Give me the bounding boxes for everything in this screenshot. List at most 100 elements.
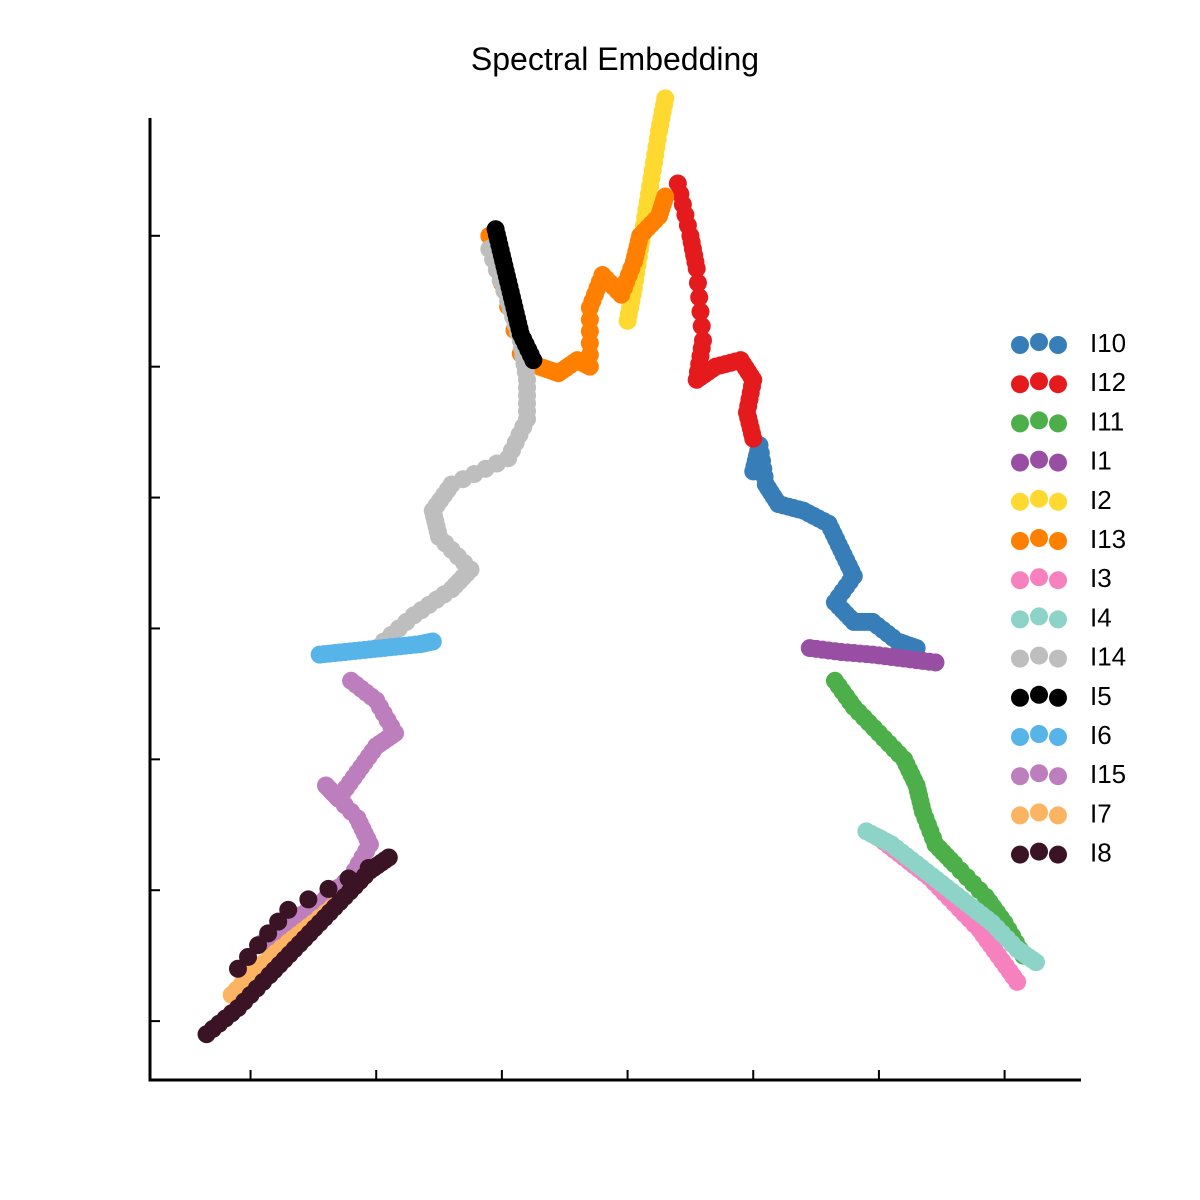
- legend-marker: [1030, 568, 1048, 587]
- legend-marker: [1011, 649, 1029, 668]
- legend-marker: [1030, 411, 1048, 430]
- legend-marker: [1049, 845, 1067, 864]
- series-I12: [668, 174, 763, 448]
- legend-item-I14: I14: [1011, 642, 1126, 672]
- data-point: [1027, 953, 1046, 972]
- legend-marker: [1030, 372, 1048, 391]
- data-point: [744, 429, 763, 448]
- data-point: [926, 653, 945, 672]
- legend-marker: [1011, 414, 1029, 433]
- series-I8: [197, 848, 398, 1044]
- series-I10: [744, 436, 926, 658]
- legend-marker: [1011, 845, 1029, 864]
- legend-item-I1: I1: [1011, 446, 1112, 476]
- data-point: [239, 947, 258, 966]
- legend-marker: [1011, 532, 1029, 550]
- legend-marker: [1011, 610, 1029, 629]
- legend-marker: [1011, 688, 1029, 707]
- legend-marker: [1049, 532, 1067, 550]
- data-point: [339, 869, 358, 888]
- legend-item-I12: I12: [1011, 367, 1126, 397]
- ticks: [150, 234, 1006, 1080]
- legend-item-I10: I10: [1011, 328, 1126, 358]
- data-point: [359, 858, 378, 877]
- legend-item-I8: I8: [1011, 838, 1112, 868]
- legend-marker: [1049, 688, 1067, 707]
- data-point: [269, 912, 288, 931]
- legend-item-I4: I4: [1011, 602, 1112, 632]
- legend-marker: [1049, 806, 1067, 825]
- data-point: [379, 848, 398, 867]
- series-I5: [486, 220, 543, 370]
- legend-item-I7: I7: [1011, 798, 1112, 828]
- data-point: [279, 900, 298, 919]
- legend-label: I2: [1090, 485, 1112, 515]
- legend-marker: [1049, 728, 1067, 746]
- legend-marker: [1011, 453, 1029, 472]
- legend-marker: [1049, 375, 1067, 394]
- legend-label: I7: [1090, 798, 1112, 828]
- legend-marker: [1011, 571, 1029, 590]
- legend-marker: [1030, 450, 1048, 469]
- legend-marker: [1011, 728, 1029, 746]
- data-point: [524, 351, 543, 370]
- legend-item-I11: I11: [1011, 406, 1124, 436]
- legend-marker: [1049, 492, 1067, 511]
- legend-label: I5: [1090, 681, 1112, 711]
- series-I1: [800, 639, 945, 672]
- legend-marker: [1030, 333, 1048, 351]
- legend-label: I13: [1090, 524, 1126, 554]
- data-point: [259, 924, 278, 943]
- legend-marker: [1011, 806, 1029, 825]
- legend-item-I3: I3: [1011, 563, 1112, 593]
- data-point: [687, 259, 706, 278]
- legend-marker: [1030, 685, 1048, 704]
- legend-label: I12: [1090, 367, 1126, 397]
- data-point: [423, 632, 442, 651]
- legend-marker: [1030, 607, 1048, 626]
- data-point: [656, 187, 675, 206]
- legend-marker: [1030, 646, 1048, 665]
- legend-label: I10: [1090, 328, 1126, 358]
- legend-item-I13: I13: [1011, 524, 1126, 554]
- points-layer: [197, 89, 1046, 1044]
- legend-marker: [1030, 529, 1048, 547]
- legend-label: I15: [1090, 759, 1126, 789]
- data-point: [319, 879, 338, 898]
- series-I4: [857, 822, 1046, 972]
- data-point: [228, 959, 247, 978]
- data-point: [688, 273, 707, 292]
- legend-item-I5: I5: [1011, 681, 1112, 711]
- data-point: [1008, 972, 1027, 991]
- axes: [148, 118, 1081, 1082]
- legend-marker: [1011, 336, 1029, 354]
- legend-marker: [1049, 414, 1067, 433]
- legend-item-I2: I2: [1011, 485, 1112, 515]
- legend-label: I3: [1090, 563, 1112, 593]
- data-point: [249, 936, 268, 955]
- data-point: [299, 890, 318, 909]
- legend-marker: [1030, 489, 1048, 508]
- legend-label: I14: [1090, 642, 1126, 672]
- data-point: [692, 317, 711, 336]
- legend-marker: [1049, 610, 1067, 629]
- data-point: [656, 89, 675, 108]
- legend-marker: [1049, 571, 1067, 590]
- series-I6: [310, 632, 442, 664]
- chart-title: Spectral Embedding: [471, 41, 759, 77]
- legend-marker: [1049, 767, 1067, 786]
- legend: I10 I12 I11 I1 I2 I13 I3 I4 I14 I5 I6 I15 I7 I8: [1011, 328, 1126, 868]
- legend-marker: [1011, 492, 1029, 511]
- legend-label: I4: [1090, 602, 1112, 632]
- legend-marker: [1030, 725, 1048, 743]
- legend-label: I8: [1090, 838, 1112, 868]
- data-point: [691, 302, 710, 321]
- legend-label: I11: [1090, 406, 1124, 436]
- data-point: [690, 288, 709, 307]
- legend-marker: [1030, 842, 1048, 861]
- legend-item-I6: I6: [1011, 720, 1112, 750]
- legend-marker: [1011, 767, 1029, 786]
- legend-marker: [1030, 764, 1048, 783]
- legend-marker: [1011, 375, 1029, 394]
